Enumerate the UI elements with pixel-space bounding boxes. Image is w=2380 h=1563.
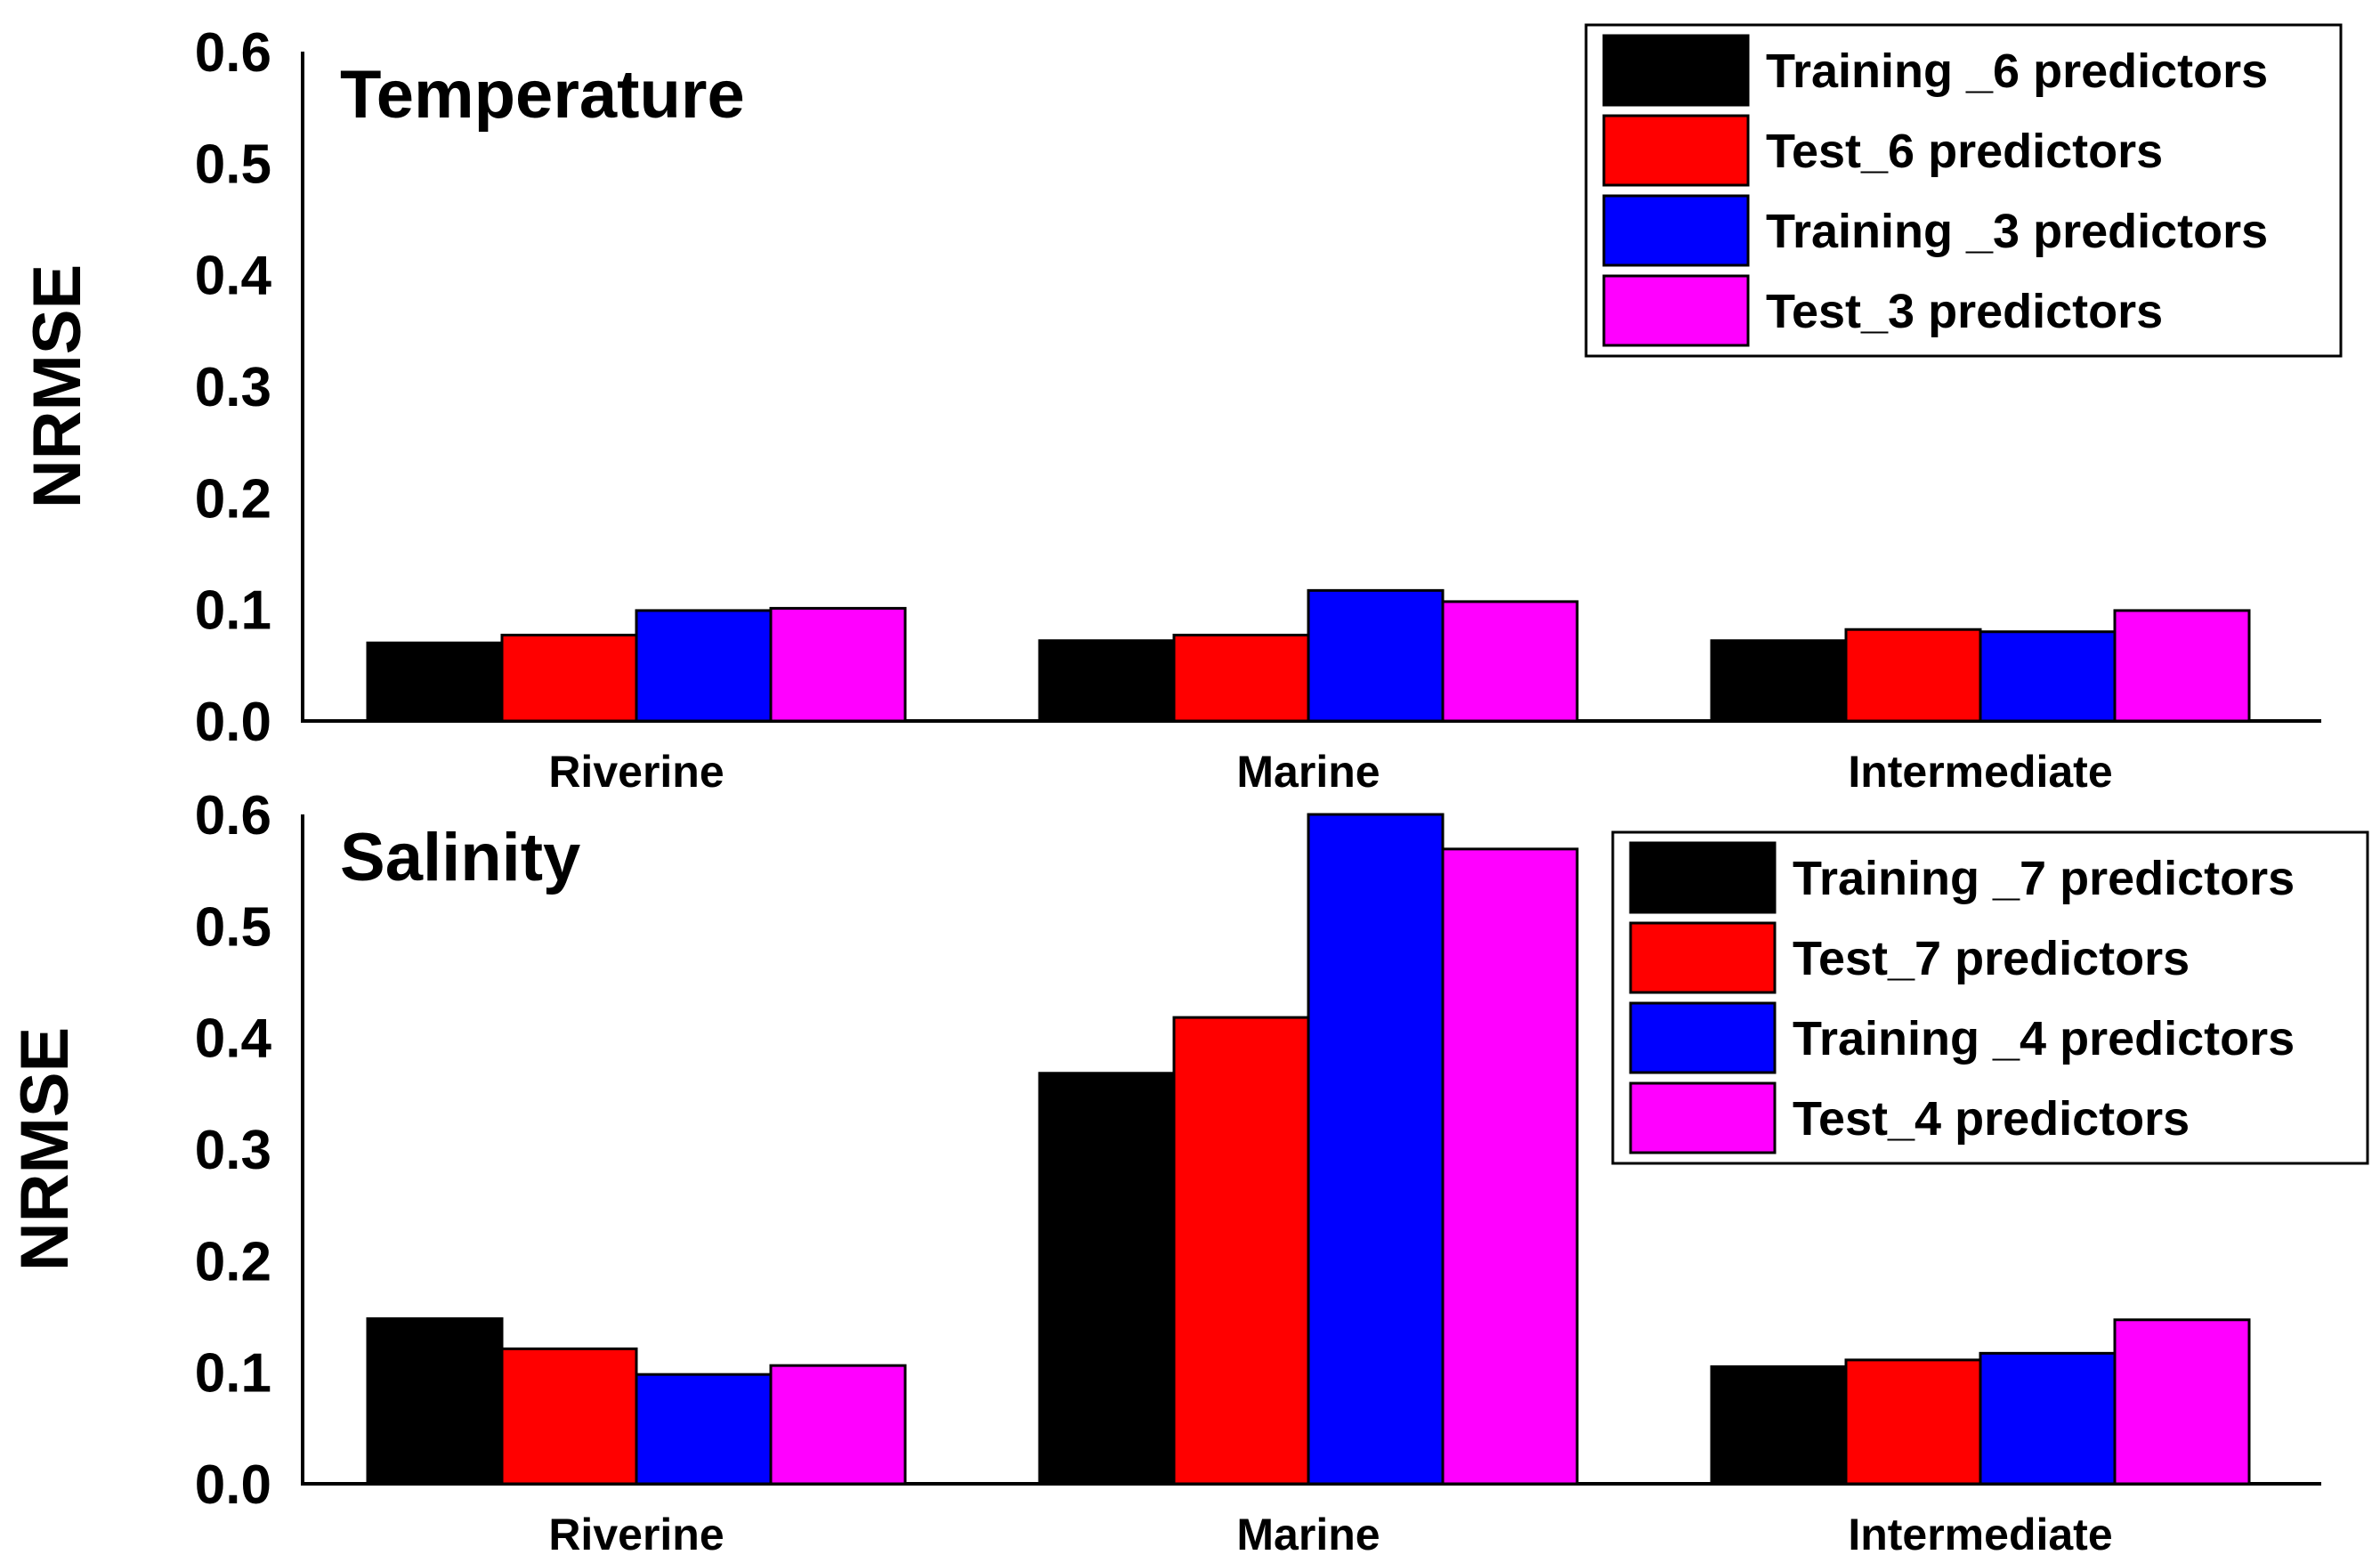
legend: Training _7 predictors Test_7 predictors T… <box>1611 830 2369 1165</box>
bar-marine-series-4 <box>1441 847 1579 1486</box>
bar-intermediate-series-1 <box>1710 1365 1848 1486</box>
legend-swatch <box>1629 1001 1777 1074</box>
bar-intermediate-series-4 <box>2113 609 2251 723</box>
legend-entry: Training _7 predictors <box>1793 852 2295 905</box>
bar-riverine-series-2 <box>500 1347 638 1486</box>
bar-marine-series-3 <box>1307 588 1445 723</box>
bar-riverine-series-3 <box>635 1373 773 1486</box>
x-category-label: Intermediate <box>1848 1510 2112 1559</box>
bar-intermediate-series-2 <box>1844 628 1982 723</box>
bar-riverine-series-1 <box>366 1317 504 1486</box>
y-tick-label: 0.4 <box>195 1008 272 1070</box>
legend-entry: Test_6 predictors <box>1766 125 2163 178</box>
bar-marine-series-3 <box>1307 813 1445 1486</box>
legend-entry: Test_4 predictors <box>1793 1092 2190 1146</box>
legend-entry: Training _4 predictors <box>1793 1012 2295 1065</box>
y-tick-label: 0.3 <box>195 357 271 418</box>
bar-intermediate-series-3 <box>1979 630 2117 723</box>
y-tick-label: 0.6 <box>195 22 271 84</box>
legend-swatch <box>1602 114 1750 187</box>
x-category-label: Marine <box>1236 1510 1380 1559</box>
bar-marine-series-1 <box>1038 639 1176 723</box>
x-category-label: Intermediate <box>1848 747 2112 797</box>
bar-intermediate-series-3 <box>1979 1351 2117 1486</box>
y-tick-label: 0.2 <box>195 468 271 530</box>
legend-swatch <box>1629 1081 1777 1154</box>
chart-title: Salinity <box>340 820 580 895</box>
x-category-label: Riverine <box>548 747 724 797</box>
legend-entry: Test_3 predictors <box>1766 285 2163 338</box>
y-tick-label: 0.3 <box>195 1120 271 1181</box>
y-axis-label: NRMSE <box>7 1027 83 1271</box>
x-category-label: Marine <box>1236 747 1380 797</box>
bar-riverine-series-3 <box>635 609 773 723</box>
legend-entry: Training _6 predictors <box>1766 45 2268 98</box>
y-tick-label: 0.2 <box>195 1231 271 1292</box>
legend-entry: Training _3 predictors <box>1766 205 2268 258</box>
legend: Training _6 predictors Test_6 predictors T… <box>1584 23 2343 358</box>
bar-intermediate-series-2 <box>1844 1358 1982 1486</box>
bar-intermediate-series-4 <box>2113 1318 2251 1486</box>
y-tick-label: 0.1 <box>195 580 271 642</box>
y-tick-label: 0.5 <box>195 134 271 195</box>
bar-marine-series-4 <box>1441 600 1579 723</box>
legend-swatch <box>1629 921 1777 994</box>
y-tick-label: 0.0 <box>195 692 271 753</box>
legend-swatch <box>1602 194 1750 267</box>
bar-marine-series-2 <box>1172 1016 1310 1486</box>
y-tick-label: 0.4 <box>195 246 272 307</box>
y-tick-label: 0.6 <box>195 785 271 846</box>
bar-marine-series-2 <box>1172 633 1310 723</box>
legend-entry: Test_7 predictors <box>1793 932 2190 985</box>
x-category-label: Riverine <box>548 1510 724 1559</box>
chart-panel-1: 0.0 0.1 0.2 0.3 0.4 0.5 0.6 NRMSE Temperature Riv… <box>20 22 2343 797</box>
y-axis-label: NRMSE <box>20 264 95 508</box>
chart-title: Temperature <box>340 57 745 133</box>
legend-swatch <box>1629 841 1777 914</box>
bar-intermediate-series-1 <box>1710 639 1848 723</box>
chart-panel-2: 0.0 0.1 0.2 0.3 0.4 0.5 0.6 NRMSE Salinity Riveri… <box>7 785 2369 1559</box>
legend-swatch <box>1602 274 1750 347</box>
y-tick-label: 0.5 <box>195 896 271 958</box>
bar-riverine-series-4 <box>769 606 907 723</box>
bar-riverine-series-2 <box>500 633 638 723</box>
bar-marine-series-1 <box>1038 1072 1176 1486</box>
bar-riverine-series-4 <box>769 1364 907 1486</box>
legend-swatch <box>1602 34 1750 107</box>
y-tick-label: 0.1 <box>195 1343 271 1405</box>
y-tick-label: 0.0 <box>195 1454 271 1516</box>
bar-riverine-series-1 <box>366 641 504 723</box>
